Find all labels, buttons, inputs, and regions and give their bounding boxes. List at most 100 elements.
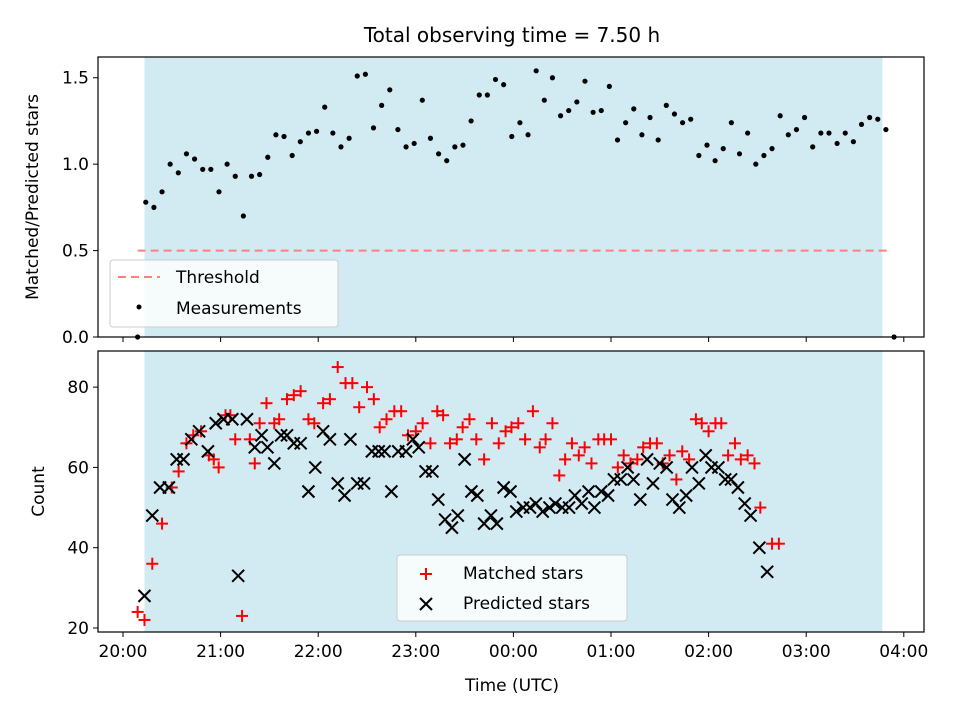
matched-star-point bbox=[728, 437, 741, 450]
measurement-point bbox=[720, 146, 726, 152]
predicted-star-point bbox=[575, 496, 589, 511]
legend-matched-label: Matched stars bbox=[463, 564, 583, 584]
measurement-point bbox=[240, 213, 246, 219]
matched-star-point bbox=[443, 437, 456, 450]
matched-star-point bbox=[253, 417, 266, 430]
x-tick-label: 22:00 bbox=[294, 642, 343, 662]
predicted-star-point bbox=[743, 508, 758, 523]
legend-predicted-label: Predicted stars bbox=[463, 594, 590, 614]
measurement-point bbox=[671, 111, 678, 117]
predicted-star-point bbox=[137, 589, 152, 603]
legend-predicted-swatch bbox=[419, 597, 433, 611]
measurement-point bbox=[143, 199, 149, 205]
matched-star-point bbox=[138, 613, 151, 626]
x-tick-label: 01:00 bbox=[587, 642, 636, 662]
matched-stars-series bbox=[131, 361, 785, 626]
measurement-point bbox=[582, 78, 588, 84]
measurement-point bbox=[419, 97, 425, 103]
measurement-point bbox=[688, 116, 694, 122]
matched-star-point bbox=[715, 417, 728, 430]
predicted-star-point bbox=[672, 500, 687, 515]
predicted-star-point bbox=[594, 484, 608, 499]
measurement-point bbox=[175, 170, 181, 176]
bottom-legend-box bbox=[396, 554, 628, 622]
measurement-point bbox=[867, 114, 873, 121]
predicted-star-point bbox=[620, 460, 635, 475]
measurement-point bbox=[655, 137, 661, 143]
measurement-point bbox=[712, 158, 718, 164]
top-y-axis-ticks: 0.0 0.5 1.0 1.5 bbox=[62, 69, 98, 348]
measurement-point bbox=[452, 144, 458, 150]
matched-star-point bbox=[605, 433, 617, 446]
matched-star-point bbox=[559, 453, 572, 466]
top-y-tick-label: 1.5 bbox=[62, 69, 89, 89]
measurement-point bbox=[370, 125, 377, 131]
x-tick-label: 04:00 bbox=[879, 642, 928, 662]
measurement-point bbox=[696, 152, 702, 159]
measurement-point bbox=[761, 152, 767, 159]
predicted-star-point bbox=[337, 488, 352, 503]
predicted-star-point bbox=[601, 488, 615, 503]
predicted-star-point bbox=[679, 488, 693, 503]
measurement-point bbox=[346, 135, 352, 141]
predicted-star-point bbox=[496, 480, 511, 495]
matched-star-point bbox=[395, 405, 408, 418]
predicted-star-point bbox=[293, 436, 308, 451]
matched-star-point bbox=[546, 417, 559, 430]
predicted-star-point bbox=[752, 540, 767, 555]
measurement-point bbox=[606, 83, 612, 89]
predicted-star-point bbox=[646, 476, 660, 491]
predicted-star-point bbox=[192, 424, 206, 438]
predicted-star-point bbox=[490, 516, 504, 531]
predicted-star-point bbox=[614, 472, 628, 487]
matched-star-point bbox=[361, 381, 373, 394]
measurement-point bbox=[753, 161, 759, 167]
matched-star-point bbox=[187, 429, 200, 442]
legend-threshold-label: Threshold bbox=[175, 268, 260, 288]
measurement-point bbox=[330, 130, 336, 136]
measurements-series bbox=[135, 68, 897, 340]
predicted-star-point bbox=[548, 496, 563, 511]
measurement-point bbox=[842, 130, 848, 136]
measurement-point bbox=[379, 102, 385, 108]
predicted-star-point bbox=[377, 444, 392, 459]
matched-star-point bbox=[754, 501, 767, 514]
measurement-point bbox=[338, 144, 344, 150]
bottom-y-tick-label: 60 bbox=[67, 458, 89, 478]
bottom-panel: 20 40 60 80 20:00 21:00 22:00 23:00 00:00 01:00 0… bbox=[29, 350, 928, 696]
matched-star-point bbox=[505, 421, 518, 434]
measurement-point bbox=[590, 109, 596, 115]
top-x-axis-ticks bbox=[122, 337, 905, 342]
predicted-star-point bbox=[692, 476, 706, 491]
predicted-star-point bbox=[176, 452, 191, 467]
matched-star-point bbox=[346, 377, 359, 390]
matched-star-point bbox=[492, 437, 505, 450]
matched-star-point bbox=[741, 449, 754, 462]
matched-star-point bbox=[437, 409, 450, 422]
predicted-star-point bbox=[451, 508, 465, 523]
matched-star-point bbox=[156, 517, 169, 530]
measurement-point bbox=[200, 166, 206, 172]
measurement-point bbox=[427, 135, 434, 141]
measurement-point bbox=[541, 97, 547, 103]
predicted-star-point bbox=[406, 432, 420, 447]
predicted-star-point bbox=[698, 448, 713, 463]
predicted-star-point bbox=[274, 428, 288, 443]
predicted-star-point bbox=[633, 492, 647, 507]
measurement-point bbox=[598, 107, 604, 114]
measurement-point bbox=[745, 130, 751, 136]
measurement-point bbox=[159, 189, 165, 195]
matched-star-point bbox=[146, 557, 159, 570]
top-y-tick-label: 0.5 bbox=[62, 242, 89, 262]
predicted-star-point bbox=[308, 460, 322, 475]
predicted-star-point bbox=[254, 428, 269, 443]
measurement-point bbox=[875, 116, 881, 122]
matched-star-point bbox=[650, 437, 663, 450]
x-tick-label: 20:00 bbox=[99, 642, 148, 662]
measurement-point bbox=[322, 104, 328, 110]
bottom-y-tick-label: 80 bbox=[67, 378, 89, 398]
measurement-point bbox=[834, 140, 840, 147]
measurement-point bbox=[191, 156, 198, 162]
predicted-star-point bbox=[509, 504, 524, 519]
predicted-star-point bbox=[640, 452, 654, 467]
